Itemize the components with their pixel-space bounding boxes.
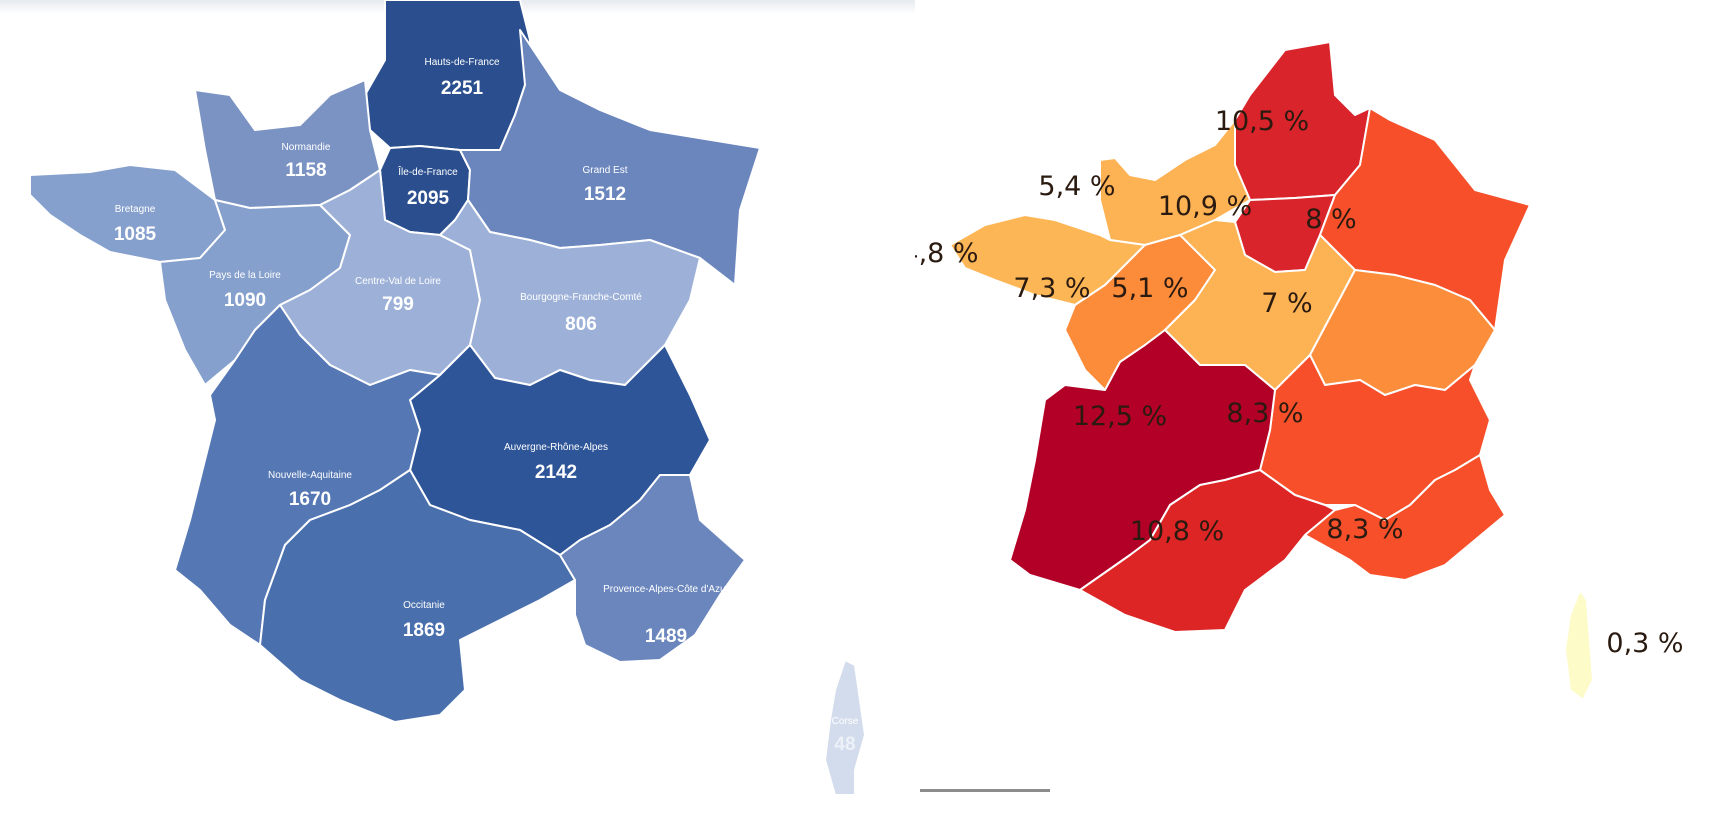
region-value-label: 1512 <box>584 184 626 205</box>
region-provence-alpes-cote-dazur[interactable] <box>559 474 746 663</box>
region-name-label: Provence-Alpes-Côte d'Azur <box>603 584 730 595</box>
region-value-label: 1670 <box>289 489 331 510</box>
region-value-label: 2095 <box>407 188 450 209</box>
count-map-panel: Hauts-de-France 2251 Normandie 1158 Île-… <box>29 0 866 796</box>
region-percent-label: 8,3 % <box>1326 514 1403 545</box>
region-percent-label: 10,5 % <box>1215 106 1309 137</box>
region-percent-label: 4,8 % <box>915 238 979 269</box>
region-percent-label: 5,1 % <box>1111 273 1188 304</box>
region-provence-alpes-cote-dazur[interactable] <box>1304 454 1506 581</box>
region-value-label: 1085 <box>114 224 157 245</box>
region-value-label: 1869 <box>403 620 445 641</box>
region-hauts-de-france[interactable] <box>364 0 531 151</box>
region-name-label: Corse <box>832 716 859 727</box>
region-occitanie[interactable] <box>1079 469 1336 633</box>
region-percent-label: 10,9 % <box>1158 191 1252 222</box>
region-percent-label: 0,3 % <box>1606 628 1683 659</box>
region-percent-label: 7,3 % <box>1013 273 1090 304</box>
region-value-label: 2142 <box>535 462 577 483</box>
region-name-label: Normandie <box>282 142 331 153</box>
region-corse[interactable] <box>824 659 866 796</box>
region-name-label: Grand Est <box>582 165 627 176</box>
scale-line <box>920 789 1050 792</box>
region-percent-label: 8 % <box>1305 204 1356 235</box>
region-name-label: Île-de-France <box>397 165 458 178</box>
region-corse[interactable] <box>1564 589 1594 701</box>
region-percent-label: 12,5 % <box>1073 401 1167 432</box>
region-name-label: Occitanie <box>403 600 445 611</box>
region-value-label: 1158 <box>285 160 326 181</box>
region-percent-label: 7 % <box>1261 288 1312 319</box>
region-value-label: 48 <box>834 734 855 755</box>
region-name-label: Hauts-de-France <box>424 57 499 68</box>
count-map: Hauts-de-France 2251 Normandie 1158 Île-… <box>29 0 866 796</box>
region-value-label: 1489 <box>645 626 687 647</box>
region-name-label: Auvergne-Rhône-Alpes <box>504 442 608 453</box>
region-percent-label: 5,4 % <box>1038 171 1115 202</box>
region-name-label: Nouvelle-Aquitaine <box>268 470 352 481</box>
region-percent-label: 8,3 % <box>1226 398 1303 429</box>
percent-map-panel: 10,5 % 5,4 % 10,9 % 8 % 4,8 % 7,3 % 5,1 … <box>915 0 1726 814</box>
percent-map: 10,5 % 5,4 % 10,9 % 8 % 4,8 % 7,3 % 5,1 … <box>915 41 1684 701</box>
region-name-label: Pays de la Loire <box>209 270 281 281</box>
region-value-label: 2251 <box>441 78 484 99</box>
region-name-label: Centre-Val de Loire <box>355 276 441 287</box>
region-value-label: 1090 <box>224 290 266 311</box>
region-name-label: Bretagne <box>115 204 156 215</box>
region-name-label: Bourgogne-Franche-Comté <box>520 292 642 303</box>
region-value-label: 806 <box>565 314 597 335</box>
region-value-label: 799 <box>382 294 414 315</box>
region-percent-label: 10,8 % <box>1130 516 1224 547</box>
